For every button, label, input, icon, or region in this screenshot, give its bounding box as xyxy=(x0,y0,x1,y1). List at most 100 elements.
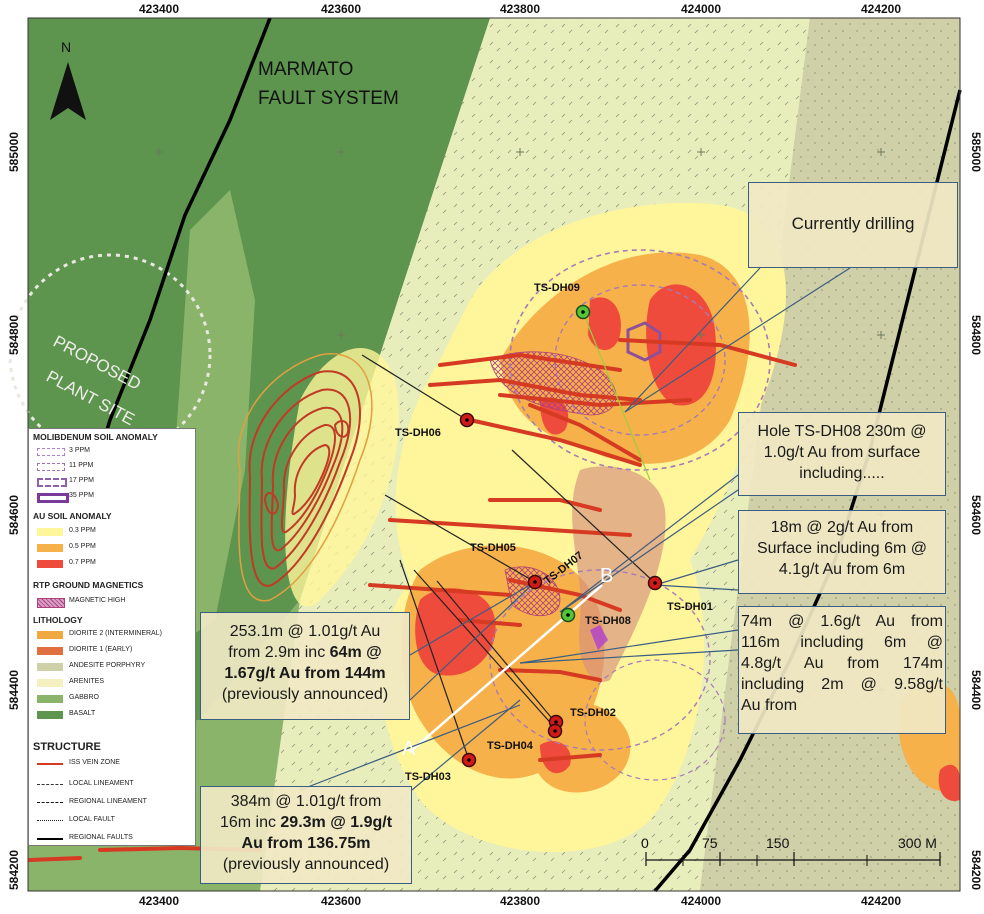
x-axis-label: 424000 xyxy=(681,2,721,16)
legend-heading: STRUCTURE xyxy=(33,741,101,753)
x-axis-label: 423800 xyxy=(500,2,540,16)
legend-swatch xyxy=(37,463,65,471)
callout-text: 384m @ 1.01g/t from xyxy=(230,793,382,810)
hole-label: TS-DH08 xyxy=(585,615,631,627)
legend-heading: LITHOLOGY xyxy=(33,615,83,625)
legend-item: 3 PPM xyxy=(69,447,91,454)
legend-swatch xyxy=(37,663,63,671)
legend-swatch xyxy=(37,695,63,703)
legend-swatch xyxy=(37,544,63,552)
drill-collars xyxy=(459,304,663,768)
legend-item: ISS VEIN ZONE xyxy=(69,759,120,766)
callout-text: 4.1g/t Au from 6m xyxy=(778,561,906,578)
callout-text: (previously announced) xyxy=(221,686,389,703)
y-axis-label: 584200 xyxy=(969,850,983,890)
legend-swatch xyxy=(37,598,65,608)
legend-swatch xyxy=(37,711,63,719)
north-label: N xyxy=(61,39,71,55)
legend-swatch xyxy=(37,784,63,785)
legend-item: 35 PPM xyxy=(69,492,94,499)
hole-label: TS-DH02 xyxy=(570,707,616,719)
scale-tick: 75 xyxy=(702,835,718,851)
legend-swatch xyxy=(37,679,63,687)
legend-item: LOCAL FAULT xyxy=(69,816,115,823)
callout-text: including..... xyxy=(799,465,885,482)
callout-dh01: 18m @ 2g/t Au from Surface including 6m … xyxy=(738,510,946,594)
legend-swatch xyxy=(37,560,63,568)
legend-item: GABBRO xyxy=(69,694,99,701)
callout-text-bold: 1.67g/t Au from 144m xyxy=(224,665,386,682)
callout-leaders xyxy=(299,267,851,791)
y-axis-label: 584200 xyxy=(7,850,21,890)
callout-text: 4.8g/t Au from 174m xyxy=(741,655,943,672)
legend-item: BASALT xyxy=(69,710,96,717)
legend-item: DIORITE 2 (INTERMINERAL) xyxy=(69,630,162,637)
x-axis-label: 423600 xyxy=(321,894,361,908)
legend-heading: MOLIBDENUM SOIL ANOMALY xyxy=(33,432,158,442)
legend-heading: AU SOIL ANOMALY xyxy=(33,511,112,521)
legend-item: ARENITES xyxy=(69,678,105,685)
y-axis-label: 584800 xyxy=(969,315,983,355)
callout-text-bold: 64m @ xyxy=(329,644,382,661)
x-axis-label: 423800 xyxy=(500,894,540,908)
y-axis-label: 584600 xyxy=(969,495,983,535)
callout-text: 253.1m @ 1.01g/t Au xyxy=(229,623,381,640)
callout-dh03: 384m @ 1.01g/t from 16m inc 29.3m @ 1.9g… xyxy=(200,786,412,884)
legend-item: REGIONAL FAULTS xyxy=(69,834,133,841)
hole-label: TS-DH05 xyxy=(470,542,516,554)
hole-label: TS-DH06 xyxy=(395,427,441,439)
callout-text: 18m @ 2g/t Au from xyxy=(770,519,914,536)
hole-label: TS-DH03 xyxy=(405,771,451,783)
callout-text: (previously announced) xyxy=(222,856,390,873)
y-axis-label: 584800 xyxy=(7,315,21,355)
callout-text: from 2.9m inc xyxy=(228,644,330,661)
drill-traces xyxy=(361,354,656,761)
callout-dh02: 74m @ 1.6g/t Au from 116m including 6m @… xyxy=(738,606,946,734)
legend-swatch xyxy=(37,647,63,655)
legend-swatch xyxy=(37,448,65,456)
y-axis-label: 584400 xyxy=(969,670,983,710)
callout-text: 1.0g/t Au from surface xyxy=(763,444,921,461)
legend-swatch xyxy=(37,493,69,503)
fault-system-label: FAULT SYSTEM xyxy=(258,88,399,109)
y-axis-label: 585000 xyxy=(7,132,21,172)
callout-text: 116m including 6m @ xyxy=(741,634,943,651)
hole-label: TS-DH01 xyxy=(667,601,713,613)
x-axis-label: 423400 xyxy=(139,2,179,16)
x-axis-label: 424000 xyxy=(681,894,721,908)
fault-system-label: MARMATO xyxy=(258,59,353,80)
callout-text: Currently drilling xyxy=(791,214,915,233)
scale-bar: 0 75 150 300 M xyxy=(641,835,941,866)
legend-item: 0.7 PPM xyxy=(69,559,96,566)
x-axis-label: 424200 xyxy=(861,894,901,908)
callout-currently-drilling: Currently drilling xyxy=(748,182,958,268)
scale-tick: 0 xyxy=(641,835,649,851)
callout-text: 74m @ 1.6g/t Au from xyxy=(741,613,943,630)
scale-tick: 300 M xyxy=(898,835,937,851)
map-legend: MOLIBDENUM SOIL ANOMALY 3 PPM 11 PPM 17 … xyxy=(28,428,196,846)
legend-item: DIORITE 1 (EARLY) xyxy=(69,646,133,653)
legend-swatch xyxy=(37,838,63,840)
x-axis-label: 423400 xyxy=(139,894,179,908)
section-label-b: B xyxy=(600,565,613,587)
legend-swatch xyxy=(37,820,63,821)
legend-item: 17 PPM xyxy=(69,477,94,484)
callout-text: Hole TS-DH08 230m @ xyxy=(757,423,927,440)
callout-dh08: Hole TS-DH08 230m @ 1.0g/t Au from surfa… xyxy=(738,412,946,496)
scale-tick: 150 xyxy=(766,835,790,851)
contour-cluster xyxy=(237,353,373,602)
legend-item: LOCAL LINEAMENT xyxy=(69,780,134,787)
hole-label: TS-DH04 xyxy=(487,740,534,752)
callout-text: Surface including 6m @ xyxy=(756,540,928,557)
y-axis-label: 584400 xyxy=(7,670,21,710)
y-axis-label: 584600 xyxy=(7,495,21,535)
callout-text: Au from xyxy=(741,697,798,714)
legend-item: 0.5 PPM xyxy=(69,543,96,550)
callout-text: including 2m @ 9.58g/t xyxy=(741,676,943,693)
legend-swatch xyxy=(37,528,63,536)
legend-item: ANDESITE PORPHYRY xyxy=(69,662,146,669)
legend-item: 0.3 PPM xyxy=(69,527,96,534)
legend-item: REGIONAL LINEAMENT xyxy=(69,798,147,805)
callout-text: 16m inc xyxy=(219,814,281,831)
